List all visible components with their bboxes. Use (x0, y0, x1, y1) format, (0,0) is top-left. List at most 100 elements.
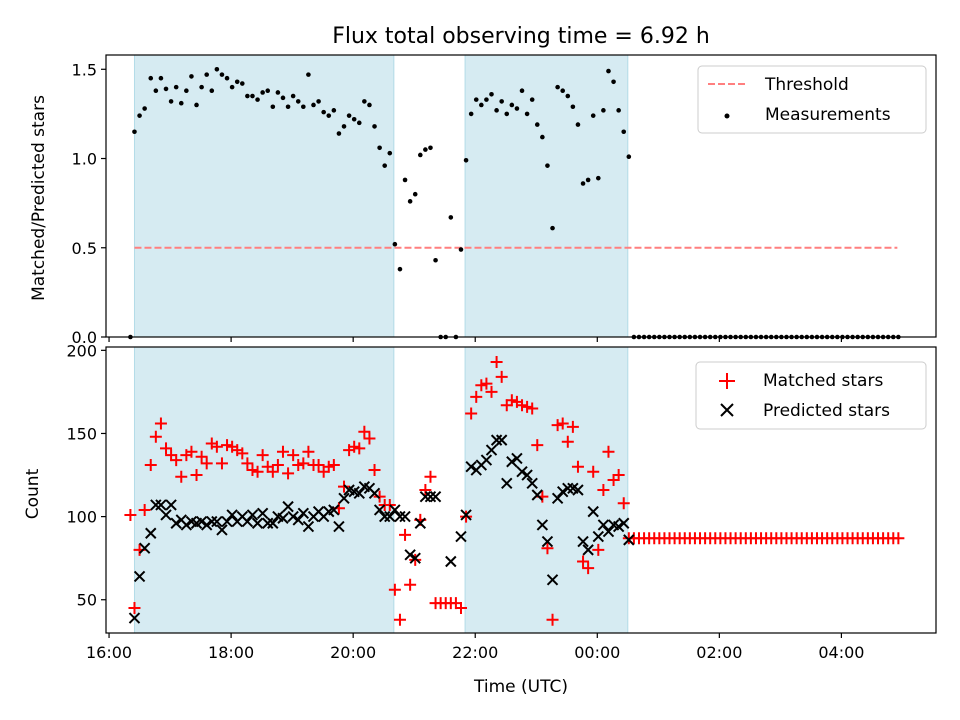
matched-stars-point (363, 432, 376, 445)
matched-stars-point (246, 464, 259, 477)
predicted-stars-point (128, 612, 141, 624)
top-legend: Threshold Measurements (697, 65, 927, 134)
predicted-stars-point (333, 520, 345, 533)
predicted-stars-point (536, 519, 549, 531)
measurement-point (372, 124, 377, 129)
predicted-stars-point (277, 512, 289, 524)
predicted-stars-point (389, 504, 401, 516)
measurement-point (514, 106, 520, 111)
measurement-point (245, 93, 250, 99)
matched-stars-point (480, 377, 493, 390)
measurement-point (580, 181, 586, 186)
measurement-point (260, 90, 265, 95)
predicted-stars-point (618, 517, 630, 529)
predicted-stars-point (419, 490, 432, 503)
predicted-stars-point (460, 509, 472, 521)
predicted-stars-point (556, 485, 569, 498)
predicted-stars-point (445, 555, 457, 568)
measurement-point (341, 124, 347, 129)
measurement-point (423, 147, 428, 152)
measurement-point (219, 72, 225, 77)
predicted-stars-point (302, 520, 315, 533)
measurement-point (433, 257, 438, 263)
measurement-point (621, 129, 627, 135)
matched-stars-point (617, 497, 630, 510)
x-tick-label: 20:00 (330, 643, 376, 662)
matched-stars-point (526, 402, 539, 415)
measurement-point (214, 66, 220, 72)
predicted-stars-point (373, 504, 386, 516)
predicted-stars-point (155, 499, 167, 511)
matched-stars-point (541, 542, 554, 555)
measurement-point (290, 93, 296, 99)
measurement-point (255, 97, 260, 102)
y-tick-label: 1.0 (72, 150, 97, 169)
y-tick-label: 200 (66, 341, 97, 360)
x-tick-label: 18:00 (208, 643, 254, 662)
measurement-point (132, 129, 137, 135)
predicted-stars-point (216, 524, 228, 536)
top-panel: 0.0 0.5 1.0 1.5 (72, 54, 937, 347)
measurement-point (377, 145, 382, 151)
predicted-stars-point (516, 466, 528, 478)
matched-stars-point (322, 460, 335, 473)
matched-stars-point (516, 399, 529, 412)
matched-stars-point (266, 465, 279, 478)
predicted-stars-point (378, 510, 391, 523)
matched-stars-point (424, 470, 437, 483)
predicted-stars-point (160, 509, 172, 521)
matched-stars-point (353, 442, 366, 455)
chart-title: Flux total observing time = 6.92 h (332, 24, 710, 49)
matched-stars-point (393, 613, 406, 626)
predicted-stars-point (501, 477, 513, 490)
measurement-point (250, 93, 255, 99)
predicted-stars-point (150, 499, 162, 511)
y-tick-label: 1.5 (72, 60, 97, 79)
matched-stars-point (490, 355, 503, 368)
measurement-point (311, 102, 316, 108)
measurement-point (509, 102, 515, 108)
matched-stars-point (271, 459, 284, 472)
measurement-point (534, 122, 540, 127)
matched-stars-point (185, 445, 198, 458)
measurement-point (606, 68, 611, 74)
matched-stars-point (302, 445, 315, 458)
matched-stars-point (556, 417, 569, 430)
measurement-point (489, 91, 494, 97)
measurement-point (397, 266, 403, 272)
top-y-axis-label: Matched/Predicted stars (29, 95, 49, 301)
matched-stars-point (124, 508, 137, 521)
predicted-stars-point (480, 454, 493, 466)
measurement-point (590, 113, 596, 118)
measurement-point (448, 215, 454, 220)
observing-interval (133, 346, 395, 634)
matched-stars-point (373, 490, 386, 503)
measurement-point (321, 109, 326, 115)
x-tick-label: 00:00 (574, 643, 620, 662)
predicted-stars-point (577, 535, 589, 548)
measurement-point (428, 145, 433, 151)
measurement-point (418, 152, 423, 158)
measurement-point (362, 99, 367, 104)
measurement-point (545, 163, 550, 168)
matched-stars-point (399, 528, 412, 541)
predicted-stars-point (465, 461, 477, 473)
measurement-point (280, 95, 286, 101)
predicted-stars-point (521, 469, 533, 481)
matched-stars-point (297, 457, 310, 470)
measurement-point (560, 88, 566, 93)
measurement-point (234, 79, 240, 85)
matched-stars-point (388, 583, 401, 596)
matched-stars-point (348, 440, 361, 453)
measurement-point (142, 106, 147, 111)
predicted-stars-point (490, 434, 503, 446)
measurement-point (387, 150, 393, 156)
threshold-legend-label: Threshold (764, 75, 849, 95)
matched-stars-point (128, 602, 141, 615)
predicted-stars-point (587, 505, 599, 518)
measurement-point (173, 84, 179, 90)
bottom-legend-box (695, 361, 927, 430)
matched-stars-point (587, 465, 600, 478)
predicted-stars-point (256, 507, 269, 519)
predicted-stars-point (562, 482, 574, 495)
